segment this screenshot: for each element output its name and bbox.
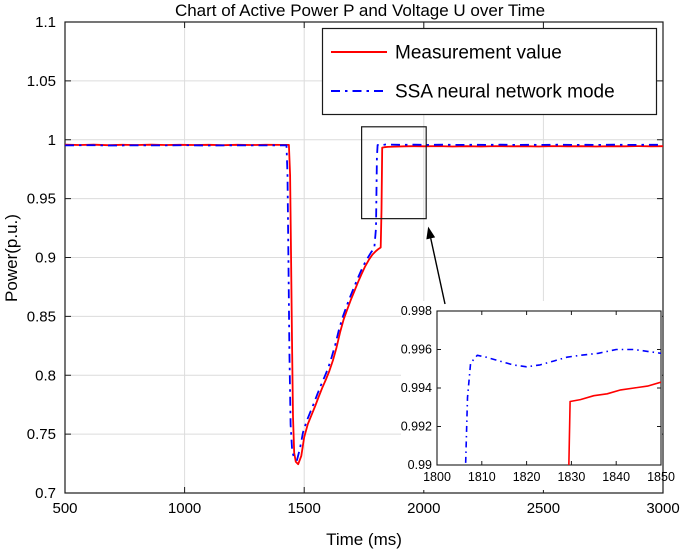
y-tick-label: 0.75 bbox=[27, 426, 56, 443]
inset-y-tick-label: 0.99 bbox=[408, 458, 432, 472]
series-line-ssa bbox=[65, 143, 663, 461]
x-tick-label: 2000 bbox=[407, 500, 440, 517]
y-tick-label: 0.85 bbox=[27, 308, 56, 325]
legend-label-measurement: Measurement value bbox=[395, 43, 562, 64]
inset-x-tick-label: 1820 bbox=[513, 470, 541, 484]
y-tick-label: 0.95 bbox=[27, 191, 56, 208]
legend: Measurement value SSA neural network mod… bbox=[321, 27, 658, 116]
inset-x-tick-label: 1830 bbox=[557, 470, 585, 484]
x-tick-label: 2500 bbox=[527, 500, 560, 517]
y-axis-label: Power(p.u.) bbox=[2, 214, 21, 302]
y-tick-label: 1.1 bbox=[35, 14, 56, 31]
inset-series-line-measurement bbox=[568, 381, 661, 465]
inset-x-tick-label: 1850 bbox=[647, 470, 675, 484]
y-tick-label: 0.9 bbox=[35, 250, 56, 267]
y-tick-label: 0.8 bbox=[35, 367, 56, 384]
x-tick-label: 500 bbox=[52, 500, 77, 517]
legend-label-ssa: SSA neural network mode bbox=[395, 82, 615, 103]
inset-series-line-ssa bbox=[464, 348, 661, 465]
chart-title: Chart of Active Power P and Voltage U ov… bbox=[175, 1, 545, 20]
y-tick-label: 1.05 bbox=[27, 73, 56, 90]
y-tick-label: 0.7 bbox=[35, 485, 56, 502]
inset-x-tick-label: 1810 bbox=[468, 470, 496, 484]
inset-y-tick-label: 0.996 bbox=[401, 343, 432, 357]
zoom-arrow-line bbox=[430, 238, 446, 305]
legend-box bbox=[321, 27, 658, 116]
inset-x-tick-label: 1840 bbox=[602, 470, 630, 484]
x-tick-label: 1500 bbox=[288, 500, 321, 517]
inset-x-tick-label: 1800 bbox=[423, 470, 451, 484]
x-tick-label: 3000 bbox=[646, 500, 679, 517]
x-axis-label: Time (ms) bbox=[326, 530, 402, 549]
x-tick-label: 1000 bbox=[168, 500, 201, 517]
zoom-arrow-head bbox=[426, 226, 436, 240]
zoom-region-rect bbox=[361, 126, 427, 220]
inset-y-tick-label: 0.994 bbox=[401, 381, 432, 395]
inset-axes-box bbox=[436, 310, 662, 466]
inset-y-tick-label: 0.998 bbox=[401, 304, 432, 318]
y-tick-label: 1 bbox=[48, 132, 56, 149]
inset-y-tick-label: 0.992 bbox=[401, 420, 432, 434]
inset-plot: 1800 1810 1820 1830 1840 1850 0.99 0.992 0.994 0.… bbox=[361, 126, 675, 490]
